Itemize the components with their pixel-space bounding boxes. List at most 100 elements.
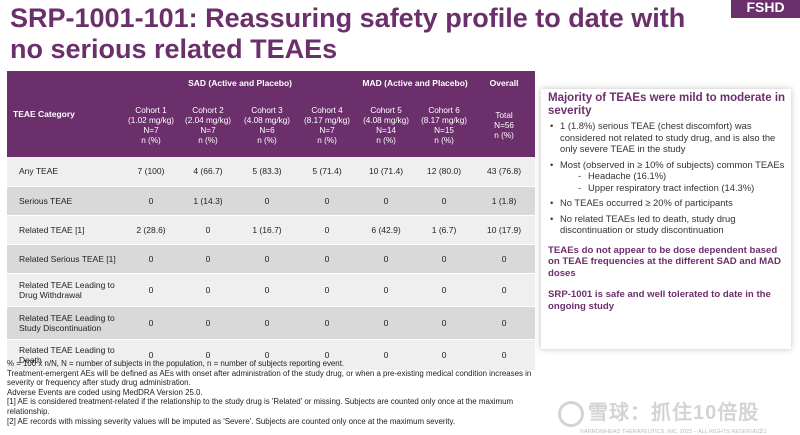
teae-table: TEAE Category SAD (Active and Placebo) M… bbox=[7, 71, 536, 371]
table-cell: 0 bbox=[123, 273, 179, 307]
row-label: Related TEAE Leading to Drug Withdrawal bbox=[7, 273, 123, 307]
table-cell: 5 (83.3) bbox=[237, 157, 297, 187]
table-row: Any TEAE 7 (100) 4 (66.7) 5 (83.3) 5 (71.4) 1… bbox=[7, 157, 536, 187]
column-header-cohort: Cohort 2 (2.04 mg/kg) N=7 n (%) bbox=[179, 95, 237, 157]
footnote: % = 100 x n/N, N = number of subjects in… bbox=[7, 359, 345, 368]
footnote: [1] AE is considered treatment-related i… bbox=[7, 397, 514, 416]
table-cell: 0 bbox=[415, 186, 474, 216]
column-header-name: Cohort 5 bbox=[370, 106, 402, 115]
column-header-n: N=7 bbox=[319, 126, 335, 135]
column-header-dose: (4.08 mg/kg) bbox=[363, 116, 410, 125]
table-cell: 0 bbox=[179, 273, 237, 307]
conclusion-dose: TEAEs do not appear to be dose dependent… bbox=[548, 244, 781, 280]
column-header-name: Cohort 6 bbox=[428, 106, 460, 115]
table-cell: 0 bbox=[357, 306, 416, 340]
table-cell: 0 bbox=[357, 186, 416, 216]
table-cell: 4 (66.7) bbox=[179, 157, 237, 187]
table-cell: 0 bbox=[415, 244, 474, 274]
table-cell: 0 bbox=[415, 273, 474, 307]
column-header-n: N=7 bbox=[200, 126, 216, 135]
summary-bullet-list: 1 (1.8%) serious TEAE (chest discomfort)… bbox=[548, 120, 791, 236]
column-header-pct: n (%) bbox=[198, 136, 218, 145]
column-header-name: Total bbox=[495, 111, 513, 120]
column-header-n: N=56 bbox=[494, 121, 514, 130]
summary-bullet: No TEAEs occurred ≥ 20% of participants bbox=[548, 197, 791, 209]
copyright: ©ARROWHEAD THERAPEUTICS, INC. 2023 – ALL… bbox=[580, 429, 764, 435]
footnote: [2] AE records with missing severity val… bbox=[7, 416, 456, 426]
footnote: Adverse Events are coded using MedDRA Ve… bbox=[7, 387, 203, 397]
column-header-dose: (2.04 mg/kg) bbox=[185, 116, 231, 125]
table-cell: 0 bbox=[123, 186, 179, 216]
table-cell: 1 (1.8) bbox=[473, 186, 536, 216]
table-cell: 0 bbox=[473, 244, 536, 274]
sad-group-header: SAD (Active and Placebo) bbox=[123, 71, 358, 95]
column-header-n: N=6 bbox=[259, 126, 275, 135]
table-cell: 0 bbox=[123, 339, 179, 371]
column-header-n: N=14 bbox=[376, 126, 396, 135]
table-body: Any TEAE 7 (100) 4 (66.7) 5 (83.3) 5 (71.4) 1… bbox=[7, 157, 536, 371]
table-cell: 0 bbox=[123, 244, 179, 274]
table-row: Related Serious TEAE [1] 0 0 0 0 0 0 0 bbox=[7, 244, 536, 274]
column-header-name: Cohort 2 bbox=[192, 106, 224, 115]
table-cell: 0 bbox=[237, 339, 297, 371]
table-cell: 0 bbox=[297, 244, 358, 274]
column-header-name: Cohort 4 bbox=[311, 106, 343, 115]
row-label: Related TEAE Leading to Death bbox=[7, 339, 123, 371]
table-row: Related TEAE [1] 2 (28.6) 0 1 (16.7) 0 6 (42.… bbox=[7, 215, 536, 245]
table-cell: 0 bbox=[297, 306, 358, 340]
column-header-pct: n (%) bbox=[141, 136, 161, 145]
table-cell: 0 bbox=[179, 306, 237, 340]
table-cell: 0 bbox=[473, 339, 536, 371]
table-cell: 0 bbox=[179, 215, 237, 245]
footnote: Treatment-emergent AEs will be defined a… bbox=[7, 368, 532, 388]
watermark-text: 雪球：抓住10倍股 bbox=[588, 402, 760, 424]
overall-group-header: Overall bbox=[473, 71, 536, 95]
column-header-dose: (4.08 mg/kg) bbox=[244, 116, 290, 125]
conclusion-safety: SRP-1001 is safe and well tolerated to d… bbox=[548, 288, 771, 312]
table-cell: 5 (71.4) bbox=[297, 157, 358, 187]
table-row: Related TEAE Leading to Drug Withdrawal 0… bbox=[7, 273, 536, 307]
summary-sub-bullet: Headache (16.1%) bbox=[578, 170, 791, 182]
table-cell: 0 bbox=[357, 244, 416, 274]
table-cell: 0 bbox=[415, 306, 474, 340]
row-label: Serious TEAE bbox=[7, 186, 123, 216]
column-header-cohort: Cohort 6 (8.17 mg/kg) N=15 n (%) bbox=[415, 95, 474, 157]
table-cell: 2 (28.6) bbox=[123, 215, 179, 245]
table-cell: 0 bbox=[237, 186, 297, 216]
table-cell: 0 bbox=[297, 186, 358, 216]
table-cell: 1 (14.3) bbox=[179, 186, 237, 216]
table-cell: 43 (76.8) bbox=[473, 157, 536, 187]
table-cell: 0 bbox=[297, 215, 358, 245]
table-cell: 0 bbox=[415, 339, 474, 371]
table-row: Related TEAE Leading to Death 0 0 0 0 0 0 0 bbox=[7, 339, 536, 371]
table-cell: 1 (16.7) bbox=[237, 215, 297, 245]
page-title: SRP-1001-101: Reassuring safety profile … bbox=[10, 3, 686, 64]
table-group-header-row: TEAE Category SAD (Active and Placebo) M… bbox=[7, 71, 536, 157]
column-header-cohort: Cohort 1 (1.02 mg/kg) N=7 n (%) bbox=[123, 95, 179, 157]
column-header-pct: n (%) bbox=[494, 131, 514, 140]
page-number: 21 bbox=[760, 429, 767, 435]
column-header-n: N=7 bbox=[143, 126, 159, 135]
column-header-pct: n (%) bbox=[376, 136, 396, 145]
snowball-logo-icon bbox=[558, 400, 584, 427]
table-cell: 0 bbox=[237, 273, 297, 307]
summary-bullet: Most (observed in ≥ 10% of subjects) com… bbox=[548, 159, 791, 194]
table-cell: 0 bbox=[123, 306, 179, 340]
fshd-tag: FSHD bbox=[731, 0, 800, 18]
table-cell: 0 bbox=[179, 244, 237, 274]
footnotes: % = 100 x n/N, N = number of subjects in… bbox=[7, 359, 537, 426]
column-header-cohort: Cohort 4 (8.17 mg/kg) N=7 n (%) bbox=[297, 95, 358, 157]
column-header-pct: n (%) bbox=[317, 136, 337, 145]
table-cell: 0 bbox=[237, 306, 297, 340]
column-header-cohort: Cohort 5 (4.08 mg/kg) N=14 n (%) bbox=[357, 95, 416, 157]
table-cell: 0 bbox=[297, 273, 358, 307]
watermark: 雪球：抓住10倍股 bbox=[558, 396, 798, 427]
table-cell: 12 (80.0) bbox=[415, 157, 474, 187]
table-cell: 10 (71.4) bbox=[357, 157, 416, 187]
table-cell: 1 (6.7) bbox=[415, 215, 474, 245]
column-header-n: N=15 bbox=[434, 126, 454, 135]
table-cell: 0 bbox=[473, 306, 536, 340]
column-header-pct: n (%) bbox=[257, 136, 277, 145]
table-column-header-row: Cohort 1 (1.02 mg/kg) N=7 n (%) Cohort 2 (2.0… bbox=[7, 95, 536, 157]
teae-category-header: TEAE Category bbox=[7, 71, 123, 157]
